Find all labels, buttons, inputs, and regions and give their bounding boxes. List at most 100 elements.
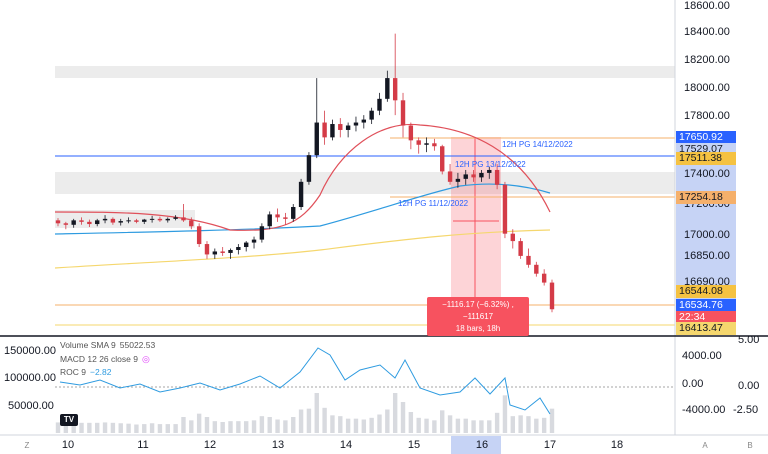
price-tag-blue: 17650.92 [676, 131, 736, 144]
volume-bar [392, 393, 398, 433]
candle-body [55, 220, 61, 224]
candle-body [314, 122, 319, 156]
candle-body [353, 122, 359, 126]
candle-body [338, 124, 343, 130]
candle-body [204, 244, 210, 255]
volume-bar [447, 415, 453, 433]
candle-body [149, 218, 155, 220]
candle-body [189, 220, 194, 227]
candle-body [259, 226, 265, 240]
candle-body [71, 220, 76, 225]
candle-body [534, 264, 539, 274]
measure-tooltip: −1116.17 (−6.32%) , −111617 18 bars, 18h… [427, 297, 529, 345]
countdown-tag: 22:34 [676, 311, 736, 324]
volume-bar [181, 417, 186, 433]
price-label: 17000.00 [684, 229, 730, 241]
candle-body [181, 217, 186, 221]
candle-body [291, 207, 296, 219]
price-label: 18400.00 [684, 26, 730, 38]
price-tag-yellow-low: 16544.08 [676, 285, 736, 298]
volume-bar [118, 423, 123, 433]
candle-body [220, 251, 225, 253]
candle-body [79, 220, 84, 222]
volume-bar [102, 422, 108, 433]
volume-bar [259, 416, 265, 433]
volume-bar [267, 417, 272, 433]
volume-bar [298, 409, 304, 433]
measure-bars: 18 bars, 18h [455, 324, 501, 333]
volume-bar [408, 412, 414, 433]
volume-bar [338, 416, 343, 433]
roc-line [59, 347, 551, 415]
candle-body [267, 214, 272, 227]
volume-bar [510, 416, 515, 433]
volume-bar [400, 402, 406, 433]
volume-bar [220, 422, 225, 433]
candle-body [518, 241, 523, 256]
volume-indicator-legend[interactable]: Volume SMA 9 55022.53 [60, 340, 155, 350]
volume-bar [212, 421, 218, 433]
volume-bar [369, 417, 374, 433]
candle-body [63, 223, 69, 225]
volume-bar [440, 410, 445, 433]
volume-bar [322, 407, 327, 433]
volume-bar [134, 424, 139, 433]
volume-bar [165, 424, 170, 433]
zone-band-top [55, 66, 675, 78]
candle-body [510, 233, 515, 242]
volume-bar [487, 420, 492, 433]
volume-bar [149, 423, 155, 433]
price-label: 17400.00 [684, 168, 730, 180]
volume-bar [314, 393, 319, 433]
volume-bar [63, 422, 69, 433]
auto-scale-button[interactable]: A [702, 441, 708, 450]
candle-body [228, 249, 233, 253]
roc-indicator-legend[interactable]: ROC 9 −2.82 [60, 367, 112, 377]
roc-axis-label: 0.00 [738, 380, 760, 392]
volume-axis-label: 150000.00 [4, 345, 56, 357]
volume-bar [385, 409, 390, 433]
candle-body [526, 255, 531, 265]
volume-bar [377, 414, 382, 433]
roc-axis-label: 5.00 [738, 334, 760, 346]
volume-bar [345, 418, 351, 433]
candle-body [361, 119, 367, 123]
timezone-button[interactable]: Z [24, 441, 30, 450]
volume-bar [353, 418, 359, 433]
date-label: 18 [610, 439, 624, 451]
volume-bar [518, 415, 523, 433]
date-label: 13 [271, 439, 285, 451]
candle-body [447, 171, 453, 182]
candle-body [408, 125, 414, 141]
candle-body [392, 78, 398, 101]
volume-indicator-name: Volume SMA 9 [60, 340, 116, 350]
candle-body [471, 174, 476, 178]
macd-indicator-legend[interactable]: MACD 12 26 close 9 ◎ [60, 354, 150, 365]
volume-bar [306, 408, 312, 433]
volume-bar [173, 424, 178, 433]
candle-body [400, 100, 406, 126]
volume-bar [432, 420, 437, 433]
candle-body [487, 169, 492, 173]
candle-body [455, 178, 461, 182]
candle-body [440, 146, 445, 172]
candle-body [322, 122, 327, 138]
eye-off-icon[interactable]: ◎ [141, 354, 150, 364]
candle-body [157, 218, 163, 221]
candle-body [142, 219, 147, 222]
volume-bar [283, 420, 288, 433]
log-scale-button[interactable]: B [747, 441, 753, 450]
volume-bar [55, 422, 61, 433]
tradingview-logo: TV [60, 414, 78, 426]
volume-bar [228, 421, 233, 433]
volume-bar [79, 422, 84, 433]
candle-body [416, 140, 421, 145]
volume-bar [126, 423, 131, 433]
volume-bar [87, 422, 92, 433]
volume-axis-label: 100000.00 [4, 372, 56, 384]
date-label: 11 [137, 439, 149, 451]
price-label: 18200.00 [684, 54, 730, 66]
candle-body [463, 174, 468, 179]
volume-bar [110, 422, 116, 433]
